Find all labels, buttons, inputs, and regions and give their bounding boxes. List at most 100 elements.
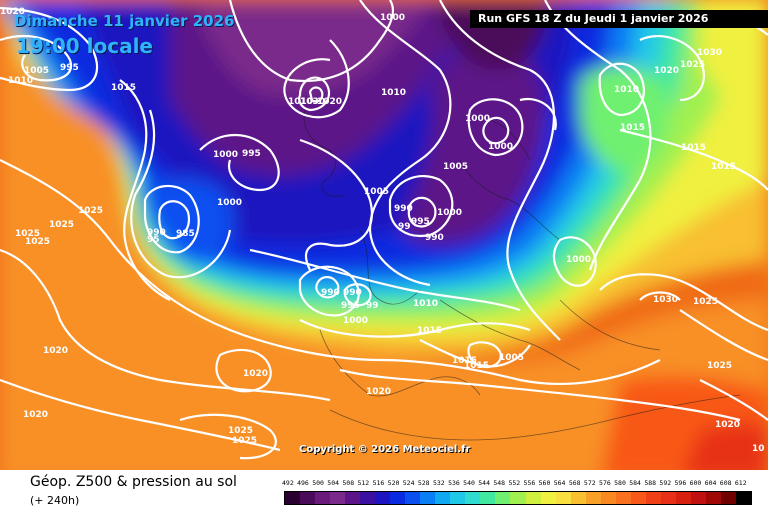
color-scale-cell [570, 492, 586, 504]
color-scale-value: 532 [432, 479, 445, 487]
isobar-label: 1015 [452, 356, 477, 366]
isobar-label: 995 [341, 301, 360, 311]
color-scale-value: 492 [282, 479, 294, 487]
isobar-label: 990 [147, 228, 166, 238]
geopotential-field [0, 0, 768, 470]
isobar-label: 1000 [437, 208, 462, 218]
isobar-label: 1010 [288, 97, 313, 107]
color-scale-value: 512 [357, 479, 370, 487]
isobar-label: 1005 [24, 66, 49, 76]
isobar-label: 1025 [49, 220, 74, 230]
color-scale-value: 520 [387, 479, 400, 487]
isobar-label: 1015 [417, 326, 442, 336]
legend-footer: Géop. Z500 & pression au sol (+ 240h) 49… [0, 470, 768, 512]
color-scale-value: 508 [342, 479, 355, 487]
color-scale-cell [555, 492, 571, 504]
isobar-label: 985 [176, 229, 195, 239]
isobar-label: 1025 [78, 206, 103, 216]
color-scale-cell [735, 492, 751, 504]
copyright: Copyright © 2026 Meteociel.fr [299, 444, 471, 455]
isobar-label: 1015 [620, 123, 645, 133]
color-scale-labels: 492 496 500 504 508 512 516 520 524 528 532 536 540 5… [282, 479, 752, 489]
isobar-label: 1025 [680, 60, 705, 70]
color-scale-cell [315, 492, 331, 504]
isobar-label: 1020 [0, 7, 25, 17]
isobar-label: 1025 [707, 361, 732, 371]
color-scale-value: 556 [523, 479, 536, 487]
isobar-label: 1015 [681, 143, 706, 153]
isobar-label: 1020 [23, 410, 48, 420]
isobar-label: 1000 [488, 142, 513, 152]
color-scale-cell [360, 492, 376, 504]
color-scale-value: 580 [614, 479, 626, 487]
isobar-label: 1030 [697, 48, 722, 58]
isobar-label: 995 [60, 63, 79, 73]
color-scale-cell [405, 492, 421, 504]
isobar-label: 1020 [243, 369, 268, 379]
isobar-label: 1015 [464, 361, 489, 371]
isobar-label: 1010 [8, 76, 33, 86]
color-scale-value: 528 [417, 479, 430, 487]
color-scale-value: 604 [704, 479, 717, 487]
isobar-label: 995 [411, 217, 430, 227]
color-scale-cell [435, 492, 451, 504]
color-scale-value: 552 [508, 479, 521, 487]
color-scale-cell [585, 492, 601, 504]
isobar-label: 1030 [653, 295, 678, 305]
color-scale-value: 524 [402, 479, 415, 487]
isobar-label: 1005 [499, 353, 524, 363]
isobar-label: 1025 [15, 229, 40, 239]
color-scale-cell [690, 492, 706, 504]
isobars [0, 0, 768, 460]
color-scale-cell [300, 492, 316, 504]
field-title: Géop. Z500 & pression au sol [30, 474, 237, 490]
isobar-label: 1000 [213, 150, 238, 160]
isobar-label: 1020 [715, 420, 740, 430]
isobar-label: 1010 [614, 85, 639, 95]
color-scale-value: 504 [327, 479, 340, 487]
color-scale-cell [645, 492, 661, 504]
color-scale-value: 540 [463, 479, 475, 487]
isobar-label: 1005 [364, 187, 389, 197]
color-scale-value: 588 [644, 479, 657, 487]
color-scale-cell [450, 492, 466, 504]
color-scale-value: 496 [297, 479, 309, 487]
color-scale-value: 600 [689, 479, 702, 487]
color-scale-cell [615, 492, 631, 504]
color-scale-cell [345, 492, 361, 504]
isobar-label: 1000 [380, 13, 405, 23]
isobar-label: 1025 [25, 237, 50, 247]
isobar-label: 1020 [654, 66, 679, 76]
color-scale-value: 536 [448, 479, 460, 487]
color-scale-cell [660, 492, 676, 504]
forecast-local-time: 19:00 locale [16, 34, 153, 58]
isobar-label: 1025 [228, 426, 253, 436]
isobar-label: 10 [752, 444, 765, 454]
color-scale-value: 548 [493, 479, 506, 487]
isobar-label: 990 [425, 233, 444, 243]
color-scale-cell [480, 492, 496, 504]
color-scale-cell [600, 492, 616, 504]
color-scale-value: 544 [478, 479, 490, 487]
isobar-label: 1025 [232, 436, 257, 446]
color-scale-cell [390, 492, 406, 504]
isobar-label: 1010 [381, 88, 406, 98]
isobar-label: 995 [242, 149, 261, 159]
color-scale-value: 596 [674, 479, 687, 487]
isobar-label: 1030 [300, 97, 325, 107]
color-scale-value: 568 [568, 479, 581, 487]
isobar-label: 95 [147, 235, 160, 245]
isobar-labels: 1020100010051030102010259951005101010151… [0, 7, 765, 454]
color-scale-cell [495, 492, 511, 504]
weather-map: 1020100010051030102010259951005101010151… [0, 0, 768, 470]
color-scale-cell [420, 492, 436, 504]
isobar-label: 1005 [443, 162, 468, 172]
color-scale-cell [705, 492, 721, 504]
isobar-label: 99 [398, 222, 411, 232]
map-canvas: 1020100010051030102010259951005101010151… [0, 0, 768, 470]
color-scale-value: 516 [372, 479, 385, 487]
isobar-label: 990 [394, 204, 413, 214]
isobar-label: 1020 [43, 346, 68, 356]
color-scale-cell [675, 492, 691, 504]
forecast-date: Dimanche 11 janvier 2026 [14, 12, 235, 30]
